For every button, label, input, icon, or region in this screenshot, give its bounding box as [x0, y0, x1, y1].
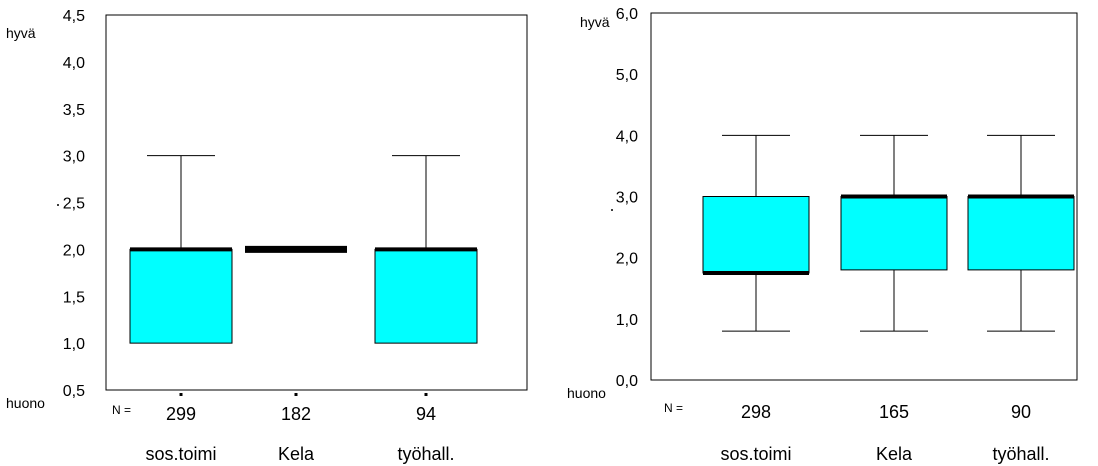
y-tick-label: 1,0: [616, 312, 638, 329]
n-value: 90: [1011, 402, 1031, 422]
y-tick-label: 2,0: [616, 251, 638, 268]
y-tick-label: 0,0: [616, 373, 638, 390]
plot-frame-1: [105, 14, 528, 391]
category-label: sos.toimi: [720, 444, 791, 464]
axis-marker: [179, 393, 183, 396]
axis-marker: [294, 393, 298, 396]
y-tick-label: 1,0: [63, 336, 85, 353]
n-value: 298: [741, 402, 771, 422]
y-tick-label: 2,5: [63, 196, 85, 213]
top-scale-label: hyvä: [6, 25, 36, 41]
stray-dot-mark: [57, 204, 59, 206]
n-value: 94: [416, 404, 436, 424]
top-scale-label: hyvä: [580, 14, 610, 30]
y-tick-label: 4,5: [63, 8, 85, 25]
category-label: sos.toimi: [145, 444, 216, 464]
category-label: työhall.: [992, 444, 1049, 464]
box-body: [374, 248, 478, 344]
n-label: N =: [664, 401, 683, 415]
bottom-scale-label: huono: [6, 395, 45, 411]
plot-frame-2: [650, 12, 1078, 381]
box-body: [702, 196, 810, 274]
n-value: 165: [879, 402, 909, 422]
y-tick-label: 2,0: [63, 242, 85, 259]
category-label: Kela: [876, 444, 913, 464]
box-body: [840, 196, 948, 271]
y-tick-label: 6,0: [616, 6, 638, 23]
bottom-scale-label: huono: [567, 385, 606, 401]
category-label: Kela: [278, 444, 315, 464]
y-tick-label: 4,0: [616, 128, 638, 145]
y-tick-label: 3,5: [63, 102, 85, 119]
box-body: [967, 196, 1075, 271]
n-value: 182: [281, 404, 311, 424]
category-label: työhall.: [397, 444, 454, 464]
y-tick-label: 3,0: [63, 149, 85, 166]
box-body: [129, 248, 233, 344]
stray-dot-mark: [611, 209, 613, 211]
y-tick-label: 0,5: [63, 383, 85, 400]
y-tick-label: 4,0: [63, 55, 85, 72]
y-tick-label: 5,0: [616, 67, 638, 84]
y-tick-label: 1,5: [63, 289, 85, 306]
y-tick-label: 3,0: [616, 190, 638, 207]
n-value: 299: [166, 404, 196, 424]
axis-marker: [424, 393, 428, 396]
n-label: N =: [112, 403, 131, 417]
